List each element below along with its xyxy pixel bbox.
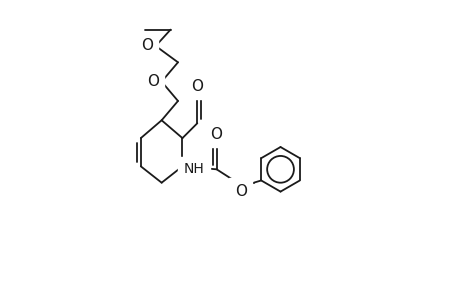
Text: O: O — [140, 38, 152, 53]
Text: NH: NH — [184, 162, 204, 176]
Text: O: O — [210, 127, 222, 142]
Text: O: O — [146, 74, 158, 89]
Text: O: O — [235, 184, 246, 199]
Text: O: O — [191, 79, 203, 94]
